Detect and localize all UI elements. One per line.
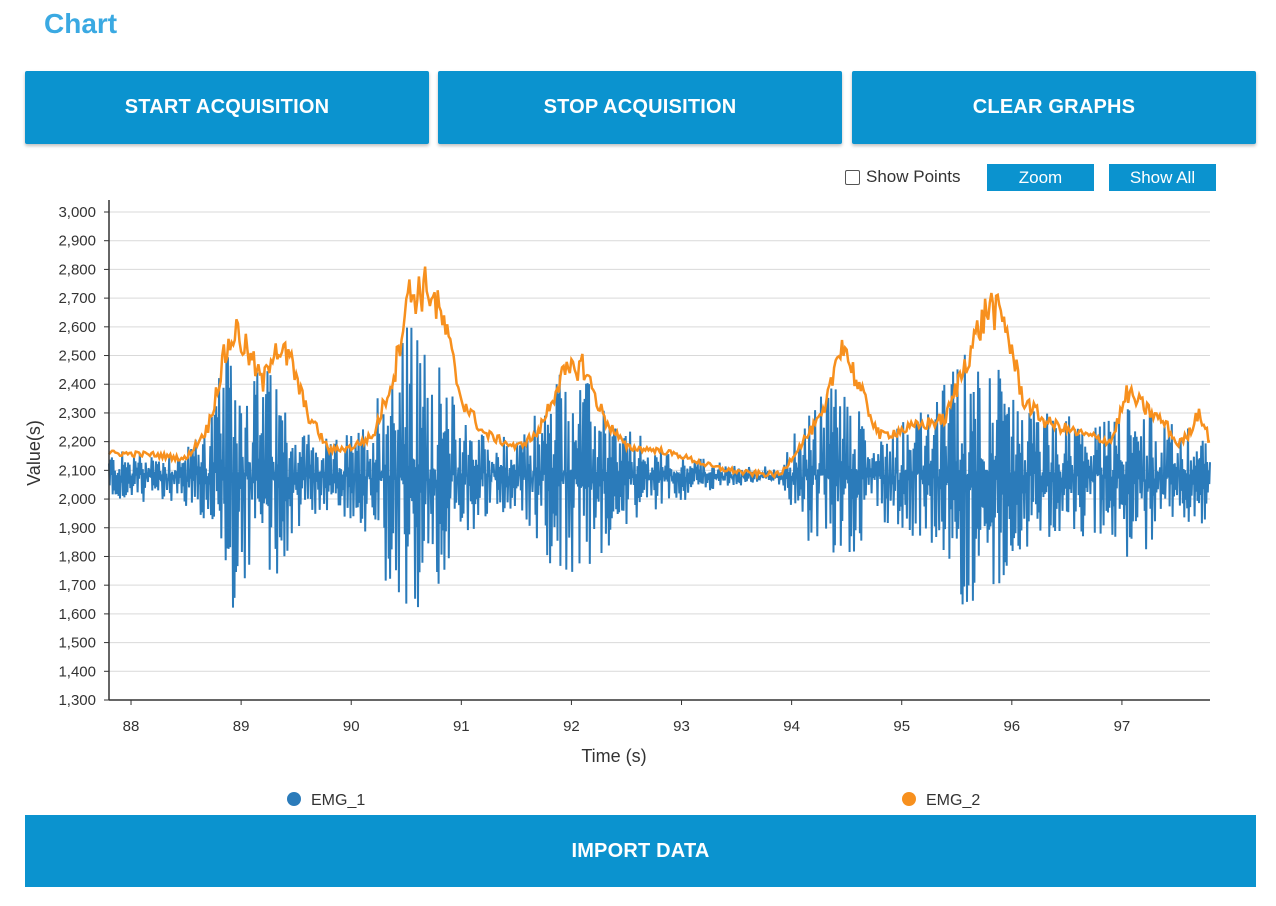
y-tick-label: 1,600: [58, 606, 96, 623]
import-data-button[interactable]: IMPORT DATA: [25, 815, 1256, 887]
y-tick-label: 1,700: [58, 577, 96, 594]
x-tick-label: 93: [673, 718, 690, 735]
y-tick-label: 2,800: [58, 261, 96, 278]
chart-grid: [109, 211, 1210, 701]
y-tick-label: 2,500: [58, 348, 96, 365]
x-tick-label: 90: [343, 718, 360, 735]
page-title: Chart: [44, 8, 118, 39]
show-all-button[interactable]: Show All: [1109, 164, 1216, 191]
y-tick-label: 2,700: [58, 290, 96, 307]
x-tick-label: 91: [453, 718, 470, 735]
y-tick-label: 2,900: [58, 233, 96, 250]
y-tick-label: 1,400: [58, 663, 96, 680]
emg2-line: [108, 266, 1211, 481]
y-axis-title: Value(s): [24, 420, 44, 486]
legend-marker-emg2: [902, 792, 916, 806]
zoom-button[interactable]: Zoom: [987, 164, 1094, 191]
legend-label-emg1: EMG_1: [311, 792, 365, 809]
show-points-label[interactable]: Show Points: [866, 167, 961, 186]
stop-acquisition-button[interactable]: STOP ACQUISITION: [438, 71, 842, 144]
y-tick-label: 3,000: [58, 204, 96, 221]
x-tick-label: 97: [1114, 718, 1131, 735]
legend-marker-emg1: [287, 792, 301, 806]
start-acquisition-button[interactable]: START ACQUISITION: [25, 71, 429, 144]
chart-toolbar: Show Points: [845, 163, 961, 191]
legend-label-emg2: EMG_2: [926, 792, 980, 809]
x-tick-label: 95: [893, 718, 910, 735]
x-tick-label: 96: [1003, 718, 1020, 735]
emg1-line: [108, 327, 1211, 608]
y-tick-label: 1,800: [58, 548, 96, 565]
x-tick-label: 92: [563, 718, 580, 735]
chart-axes: 1,300 1,400 1,500 1,600 1,700 1,800 1,900 2,000…: [58, 200, 1210, 735]
y-tick-label: 2,400: [58, 376, 96, 393]
x-tick-label: 88: [123, 718, 140, 735]
x-axis-title: Time (s): [581, 746, 646, 766]
emg-chart[interactable]: 1,300 1,400 1,500 1,600 1,700 1,800 1,900 2,000…: [0, 195, 1276, 815]
y-tick-label: 1,900: [58, 520, 96, 537]
y-tick-label: 1,300: [58, 692, 96, 709]
chart-series: [108, 266, 1211, 608]
y-tick-label: 2,200: [58, 434, 96, 451]
clear-graphs-button[interactable]: CLEAR GRAPHS: [852, 71, 1256, 144]
y-tick-label: 2,300: [58, 405, 96, 422]
show-points-checkbox[interactable]: [845, 169, 860, 185]
x-tick-label: 94: [783, 718, 800, 735]
x-tick-label: 89: [233, 718, 250, 735]
chart-legend: EMG_1 EMG_2: [287, 792, 980, 809]
y-tick-label: 2,600: [58, 319, 96, 336]
y-tick-label: 2,100: [58, 462, 96, 479]
y-tick-label: 2,000: [58, 491, 96, 508]
y-tick-label: 1,500: [58, 635, 96, 652]
